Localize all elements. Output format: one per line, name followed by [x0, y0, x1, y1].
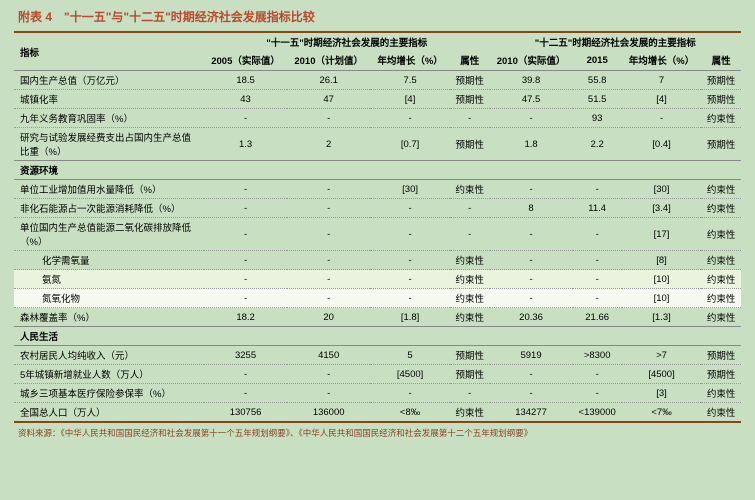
col-growth2: 年均增长（%） — [622, 51, 702, 71]
table-row: 森林覆盖率（%）18.220[1.8]约束性20.3621.66[1.3]约束性 — [14, 308, 741, 327]
col-2005: 2005（实际值） — [204, 51, 287, 71]
col-2010a: 2010（实际值） — [490, 51, 573, 71]
section-header: 资源环境 — [14, 161, 741, 180]
table-row: 5年城镇新增就业人数（万人）--[4500]预期性--[4500]预期性 — [14, 365, 741, 384]
section-header: 人民生活 — [14, 327, 741, 346]
table-row: 城乡三项基本医疗保险参保率（%）------[3]约束性 — [14, 384, 741, 403]
table-row: 单位工业增加值用水量降低（%）--[30]约束性--[30]约束性 — [14, 180, 741, 199]
table-row: 研究与试验发展经费支出占国内生产总值比重（%）1.32[0.7]预期性1.82.… — [14, 128, 741, 161]
table-row: 全国总人口（万人）130756136000<8‰约束性134277<139000… — [14, 403, 741, 423]
col-2015: 2015 — [573, 51, 622, 71]
comparison-table: 指标 "十一五"时期经济社会发展的主要指标 "十二五"时期经济社会发展的主要指标… — [14, 31, 741, 423]
table-row: 单位国内生产总值能源二氧化碳排放降低（%）------[17]约束性 — [14, 218, 741, 251]
col-growth1: 年均增长（%） — [370, 51, 450, 71]
group-125: "十二五"时期经济社会发展的主要指标 — [490, 32, 742, 51]
group-115: "十一五"时期经济社会发展的主要指标 — [204, 32, 490, 51]
table-row: 氮氧化物---约束性--[10]约束性 — [14, 289, 741, 308]
source-note: 资料来源：《中华人民共和国国民经济和社会发展第十一个五年规划纲要》、《中华人民共… — [14, 427, 741, 439]
table-row: 九年义务教育巩固率（%）-----93-约束性 — [14, 109, 741, 128]
col-2010p: 2010（计划值） — [287, 51, 370, 71]
table-row: 化学需氧量---约束性--[8]约束性 — [14, 251, 741, 270]
chart-title: 附表 4 "十一五"与"十二五"时期经济社会发展指标比较 — [14, 8, 741, 25]
table-row: 城镇化率4347[4]预期性47.551.5[4]预期性 — [14, 90, 741, 109]
table-row: 氨氮---约束性--[10]约束性 — [14, 270, 741, 289]
table-row: 国内生产总值（万亿元）18.526.17.5预期性39.855.87预期性 — [14, 71, 741, 90]
col-indicator: 指标 — [14, 32, 204, 71]
col-attr1: 属性 — [450, 51, 490, 71]
col-attr2: 属性 — [701, 51, 741, 71]
table-row: 农村居民人均纯收入（元）325541505预期性5919>8300>7预期性 — [14, 346, 741, 365]
table-row: 非化石能源占一次能源消耗降低（%）----811.4[3.4]约束性 — [14, 199, 741, 218]
